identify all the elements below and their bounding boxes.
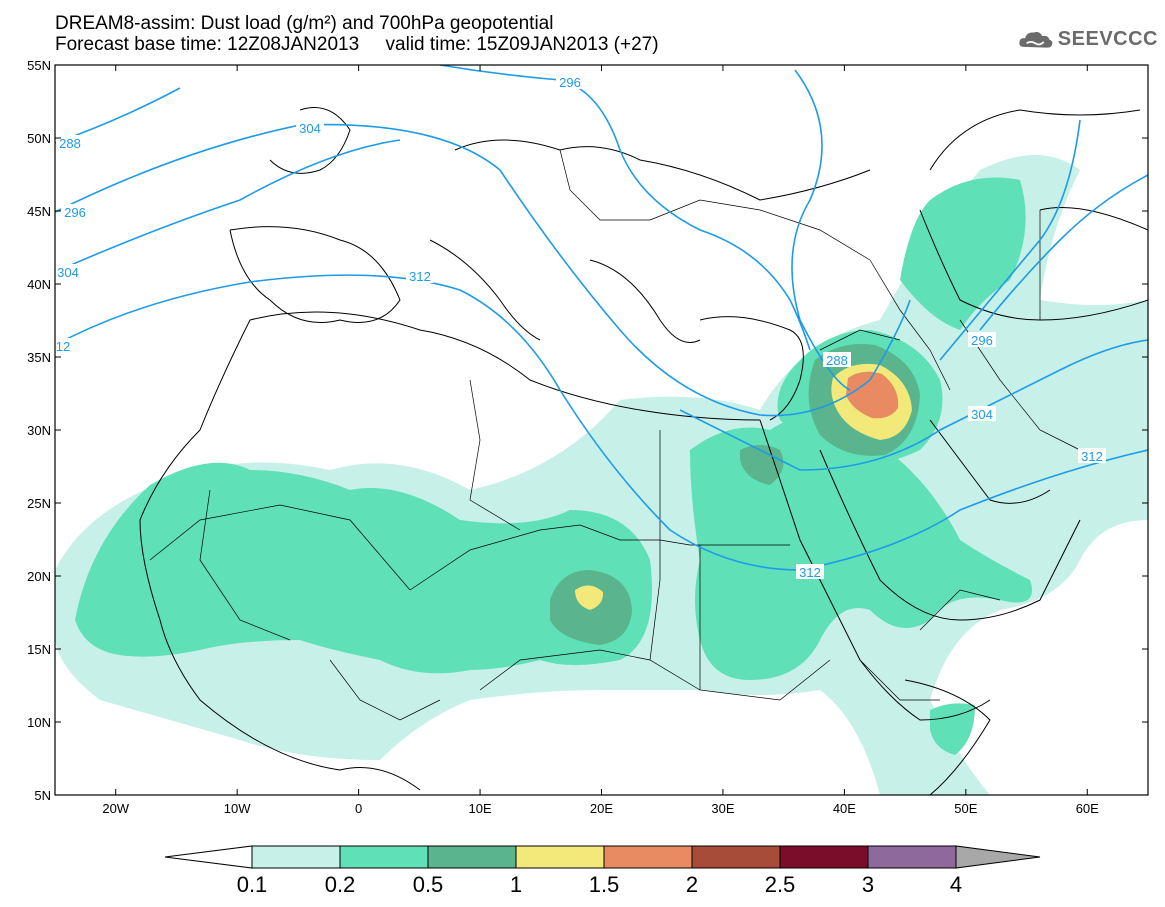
contour-label-bg — [54, 264, 82, 279]
lat-label: 30N — [27, 423, 51, 438]
longitude-axis: 20W 10W 0 10E 20E 30E 40E 50E 60E — [102, 65, 1099, 816]
cloud-icon — [1019, 31, 1053, 48]
lat-label: 40N — [27, 277, 51, 292]
contour-label: 296 — [559, 75, 581, 90]
colorbar-segment — [603, 845, 693, 869]
colorbar-label: 3 — [862, 872, 874, 897]
colorbar-low-arrow — [164, 845, 253, 869]
contour-label: 304 — [57, 265, 79, 280]
contour-label-bg — [796, 564, 824, 579]
contour-label-bg — [56, 135, 84, 150]
lat-label: 20N — [27, 569, 51, 584]
contour-label-bg — [296, 120, 324, 135]
contour-label: 304 — [299, 121, 321, 136]
lat-label: 35N — [27, 350, 51, 365]
lon-label: 10W — [224, 801, 251, 816]
colorbar-label: 2.5 — [765, 872, 796, 897]
colorbar-label: 0.2 — [325, 872, 356, 897]
latitude-axis: 55N 50N 45N 40N 35N 30N 25N 20N 15N 10N 5N — [27, 58, 1148, 803]
colorbar-high-arrow — [955, 845, 1041, 869]
lat-label: 5N — [34, 788, 51, 803]
colorbar: 0.1 0.2 0.5 1 1.5 2 2.5 3 4 — [164, 845, 1041, 897]
contour-label-bg — [556, 74, 584, 89]
borders — [149, 149, 1081, 721]
contour-label: 296 — [971, 333, 993, 348]
coastlines — [139, 107, 1148, 795]
lon-label: 0 — [355, 801, 362, 816]
dust-shading — [55, 155, 1148, 795]
contour-label-bg — [406, 268, 434, 283]
colorbar-segment — [691, 845, 781, 869]
contour-label: 296 — [64, 205, 86, 220]
logo-text: SEEVCCC — [1057, 27, 1158, 50]
colorbar-segment — [339, 845, 429, 869]
colorbar-segment — [515, 845, 605, 869]
colorbar-segment — [427, 845, 517, 869]
lon-label: 10E — [468, 801, 491, 816]
contour-label-bg — [968, 406, 996, 421]
colorbar-label: 0.5 — [413, 872, 444, 897]
lon-label: 30E — [711, 801, 734, 816]
lon-label: 40E — [833, 801, 856, 816]
contour-label-bg — [823, 352, 851, 367]
lat-label: 15N — [27, 642, 51, 657]
contour-label-bg — [53, 338, 73, 353]
contour-label: 312 — [1081, 449, 1103, 464]
colorbar-label: 0.1 — [237, 872, 268, 897]
lon-label: 20W — [102, 801, 129, 816]
contour-label: 288 — [826, 353, 848, 368]
colorbar-label: 4 — [950, 872, 962, 897]
contour-label-bg — [61, 204, 89, 219]
colorbar-label: 1 — [510, 872, 522, 897]
lon-label: 60E — [1076, 801, 1099, 816]
lon-label: 50E — [954, 801, 977, 816]
contour-label: 304 — [971, 407, 993, 422]
colorbar-segment — [779, 845, 869, 869]
lon-label: 20E — [590, 801, 613, 816]
contour-label-layer: 296 288 304 296 304 312 12 288 296 304 312 312 — [53, 74, 1106, 580]
colorbar-segment — [251, 845, 341, 869]
lat-label: 10N — [27, 715, 51, 730]
lat-label: 55N — [27, 58, 51, 73]
forecast-times: Forecast base time: 12Z08JAN2013 valid t… — [55, 34, 659, 55]
contour-label-bg — [968, 332, 996, 347]
colorbar-label: 1.5 — [589, 872, 620, 897]
lat-label: 25N — [27, 496, 51, 511]
colorbar-segment — [867, 845, 957, 869]
lat-label: 45N — [27, 204, 51, 219]
contour-label: 288 — [59, 136, 81, 151]
seevccc-logo: SEEVCCC — [1018, 22, 1158, 56]
contour-label: 312 — [409, 269, 431, 284]
contour-label-bg — [1078, 448, 1106, 463]
lat-label: 50N — [27, 131, 51, 146]
contour-label: 12 — [56, 339, 70, 354]
colorbar-label: 2 — [686, 872, 698, 897]
map-title: DREAM8-assim: Dust load (g/m²) and 700hP… — [55, 13, 554, 34]
contour-label: 312 — [799, 565, 821, 580]
